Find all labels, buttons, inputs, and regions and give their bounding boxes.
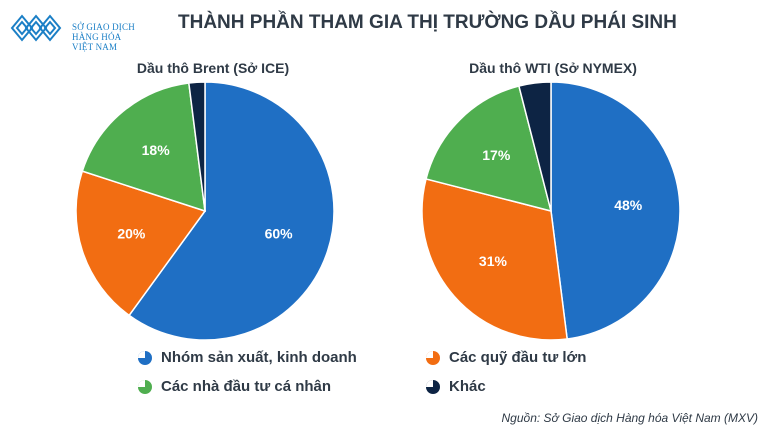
page-title: THÀNH PHẦN THAM GIA THỊ TRƯỜNG DẦU PHÁI … xyxy=(178,12,677,33)
legend-pie-icon xyxy=(426,350,440,365)
logo-diamonds-icon xyxy=(10,14,62,42)
legend-item-individuals: Các nhà đầu tư cá nhân xyxy=(137,378,331,395)
pie-data-label: 60% xyxy=(265,226,294,242)
pie-data-label: 17% xyxy=(482,147,511,163)
logo-line-3: VIỆT NAM xyxy=(72,42,118,52)
pie-slice xyxy=(187,81,206,212)
pie-slice xyxy=(425,85,553,213)
legend-label: Các quỹ đầu tư lớn xyxy=(449,349,587,366)
pie-data-label: 48% xyxy=(614,197,643,213)
legend-item-other: Khác xyxy=(425,378,486,395)
pie-slice xyxy=(81,82,206,213)
pie-slice xyxy=(75,170,207,317)
legend-pie-icon xyxy=(138,379,152,394)
pie-data-label: 20% xyxy=(117,226,146,242)
legend-label: Khác xyxy=(449,378,486,395)
pie-slice xyxy=(421,178,569,341)
legend-item-funds: Các quỹ đầu tư lớn xyxy=(425,349,586,366)
logo-line-1: SỞ GIAO DỊCH xyxy=(72,22,135,32)
logo-line-2: HÀNG HÓA xyxy=(72,32,122,42)
pie-slice xyxy=(550,81,681,340)
logo-text: SỞ GIAO DỊCH HÀNG HÓA VIỆT NAM xyxy=(72,22,135,52)
legend-pie-icon xyxy=(138,350,152,365)
pie-data-label: 31% xyxy=(479,253,508,269)
pie-slice xyxy=(518,81,552,212)
mxv-logo: SỞ GIAO DỊCH HÀNG HÓA VIỆT NAM xyxy=(8,10,168,52)
pie-data-label: 18% xyxy=(142,142,171,158)
chart-title-wti: Dầu thô WTI (Sở NYMEX) xyxy=(469,60,637,76)
legend-pie-icon xyxy=(426,379,440,394)
chart-title-brent: Dầu thô Brent (Sở ICE) xyxy=(136,60,290,76)
source-note: Nguồn: Sở Giao dịch Hàng hóa Việt Nam (M… xyxy=(501,411,759,425)
pie-slice xyxy=(128,81,335,341)
legend-label: Nhóm sản xuất, kinh doanh xyxy=(161,349,357,366)
legend-label: Các nhà đầu tư cá nhân xyxy=(161,378,332,395)
legend-item-producers: Nhóm sản xuất, kinh doanh xyxy=(137,349,357,366)
